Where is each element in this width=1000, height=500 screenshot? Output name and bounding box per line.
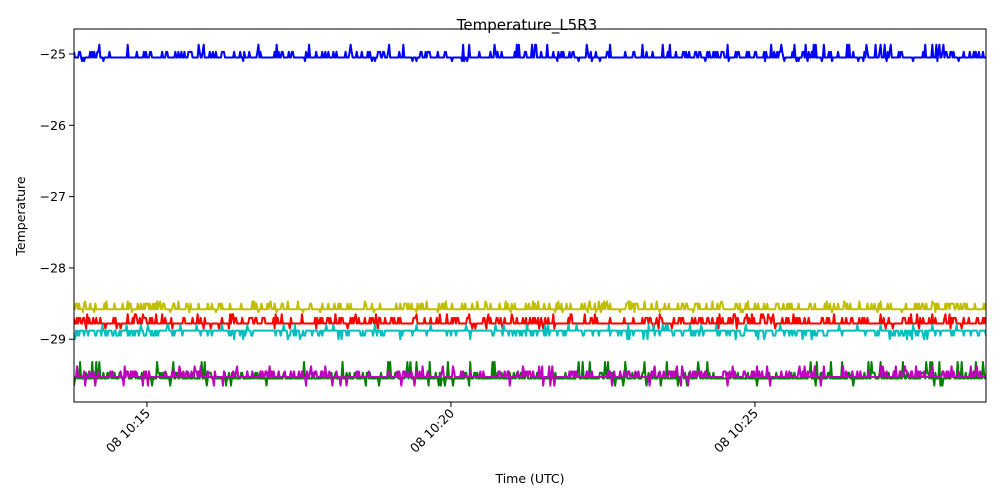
series-line-1: [74, 43, 986, 63]
y-tick-label: −26: [40, 118, 66, 133]
y-axis: −25 −26 −27 −28 −29: [40, 46, 74, 347]
x-tick-label: 08 10:15: [103, 406, 153, 456]
y-tick-label: −29: [40, 332, 66, 347]
y-tick-label: −25: [40, 46, 66, 61]
x-axis: 08 10:15 08 10:20 08 10:25: [103, 402, 761, 456]
x-axis-label: Time (UTC): [494, 471, 564, 486]
x-tick-label: 08 10:25: [711, 406, 761, 456]
y-axis-label: Temperature: [13, 176, 28, 256]
series-line-6: [74, 365, 986, 387]
chart-title: Temperature_L5R3: [456, 16, 597, 35]
series-line-3: [74, 313, 986, 330]
series-line-4: [74, 323, 986, 341]
y-tick-label: −28: [40, 260, 66, 275]
series-line-5: [74, 361, 986, 387]
y-tick-label: −27: [40, 189, 66, 204]
x-tick-label: 08 10:20: [407, 405, 457, 455]
plot-area: [74, 43, 986, 387]
series-line-2: [74, 300, 986, 314]
plot-frame: [73, 28, 987, 403]
